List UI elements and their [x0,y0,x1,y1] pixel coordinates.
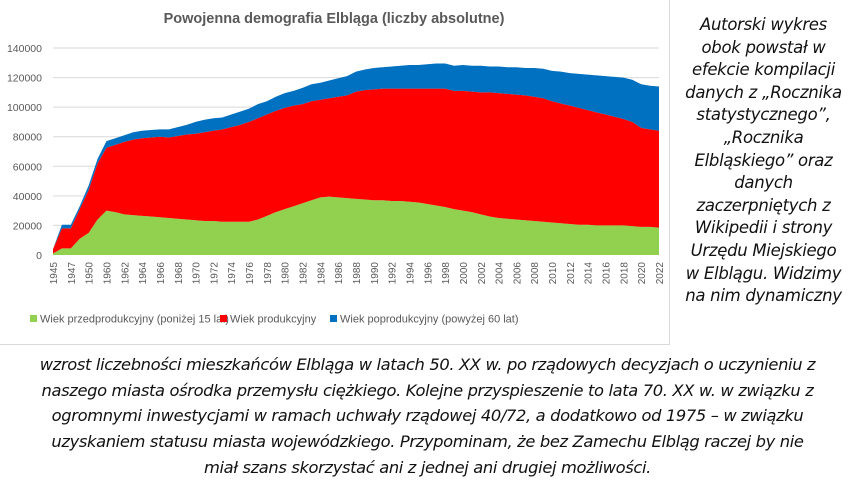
bottom-text-line: uzyskaniem statusu miasta wojewódzkiego.… [51,432,804,452]
bottom-text-line: ogromnymi inwestycjami w ramach uchwały … [51,406,804,426]
bottom-text-line: naszego miasta ośrodka przemysłu ciężkie… [41,380,814,400]
x-tick-label: 2002 [477,262,488,285]
x-tick-label: 1980 [281,262,292,285]
side-text-line: w Elblągu. Widzimy [685,263,842,283]
x-tick-label: 1996 [423,262,434,285]
bottom-text-line: miał szans skorzystać ani z jednej ani d… [204,457,651,477]
x-tick-label: 1947 [67,262,78,285]
x-tick-label: 2016 [602,262,613,285]
legend-label: Wiek poprodukcyjny (powyżej 60 lat) [340,314,519,326]
x-tick-label: 1988 [352,262,363,285]
x-tick-label: 1974 [227,262,238,285]
x-tick-label: 1992 [388,262,399,285]
x-tick-label: 2008 [530,262,541,285]
x-tick-label: 1976 [245,262,256,285]
x-tick-label: 2010 [548,262,559,285]
x-tick-label: 2014 [584,262,595,285]
x-tick-label: 1945 [49,262,60,285]
x-tick-label: 1950 [85,262,96,285]
legend-swatch [30,315,37,322]
side-text-line: danych z „Rocznika [685,82,842,102]
legend-label: Wiek produkcyjny [230,314,317,326]
y-tick-label: 120000 [7,73,42,85]
side-text-line: Autorski wykres [700,15,827,34]
legend-swatch [330,315,337,322]
x-tick-label: 1994 [405,262,416,285]
y-tick-label: 40000 [13,191,42,203]
y-tick-label: 100000 [7,102,42,114]
x-tick-label: 1982 [299,262,310,285]
x-tick-label: 2022 [655,262,666,285]
stacked-area-chart: Powojenna demografia Elbląga (liczby abs… [7,11,666,326]
x-tick-label: 2020 [637,262,648,285]
side-text-line: Urzędu Miejskiego [690,240,837,260]
x-tick-label: 1970 [192,262,203,285]
side-text-line: „Rocznika [723,127,804,147]
x-tick-label: 1964 [138,262,149,285]
x-tick-label: 1998 [441,262,452,285]
x-tick-label: 2000 [459,262,470,285]
x-tick-label: 1972 [209,262,220,285]
x-tick-label: 2012 [566,262,577,285]
x-tick-label: 1986 [334,262,345,285]
y-tick-label: 80000 [13,132,42,144]
side-text-line: na nim dynamiczny [685,286,842,306]
x-tick-label: 2004 [495,262,506,285]
x-tick-label: 1962 [120,262,131,285]
x-tick-label: 1978 [263,262,274,285]
x-tick-label: 1968 [174,262,185,285]
area-series-2 [53,88,659,254]
chart-title: Powojenna demografia Elbląga (liczby abs… [164,11,505,27]
side-text-line: statystycznego”, [696,105,831,125]
area-series-3 [53,63,659,250]
side-text-line: Elbląskiego” oraz [694,150,833,170]
legend-swatch [220,315,227,322]
y-tick-label: 0 [36,250,42,262]
bottom-description: wzrost liczebności mieszkańców Elbląga w… [0,352,855,481]
side-text-line: zaczerpniętych z [696,195,831,215]
y-tick-label: 20000 [13,220,42,232]
side-text-line: danych [734,173,793,193]
y-tick-label: 140000 [7,43,42,55]
x-tick-label: 1966 [156,262,167,285]
x-tick-label: 2006 [512,262,523,285]
legend-label: Wiek przedprodukcyjny (poniżej 15 lat) [40,314,229,326]
bottom-text-line: wzrost liczebności mieszkańców Elbląga w… [39,355,816,374]
area-series-1 [53,196,659,255]
x-tick-label: 1984 [316,262,327,285]
side-text-line: obok powstał w [701,37,826,57]
side-description: Autorski wykres obok powstał w efekcie kom… [672,14,855,308]
x-tick-label: 2018 [619,262,630,285]
side-text-line: efekcie kompilacji [691,60,836,80]
x-tick-label: 1990 [370,262,381,285]
chart-container: Powojenna demografia Elbląga (liczby abs… [0,0,670,345]
y-tick-label: 60000 [13,161,42,173]
x-tick-label: 1960 [102,262,113,285]
side-text-line: Wikipedii i strony [694,218,833,238]
